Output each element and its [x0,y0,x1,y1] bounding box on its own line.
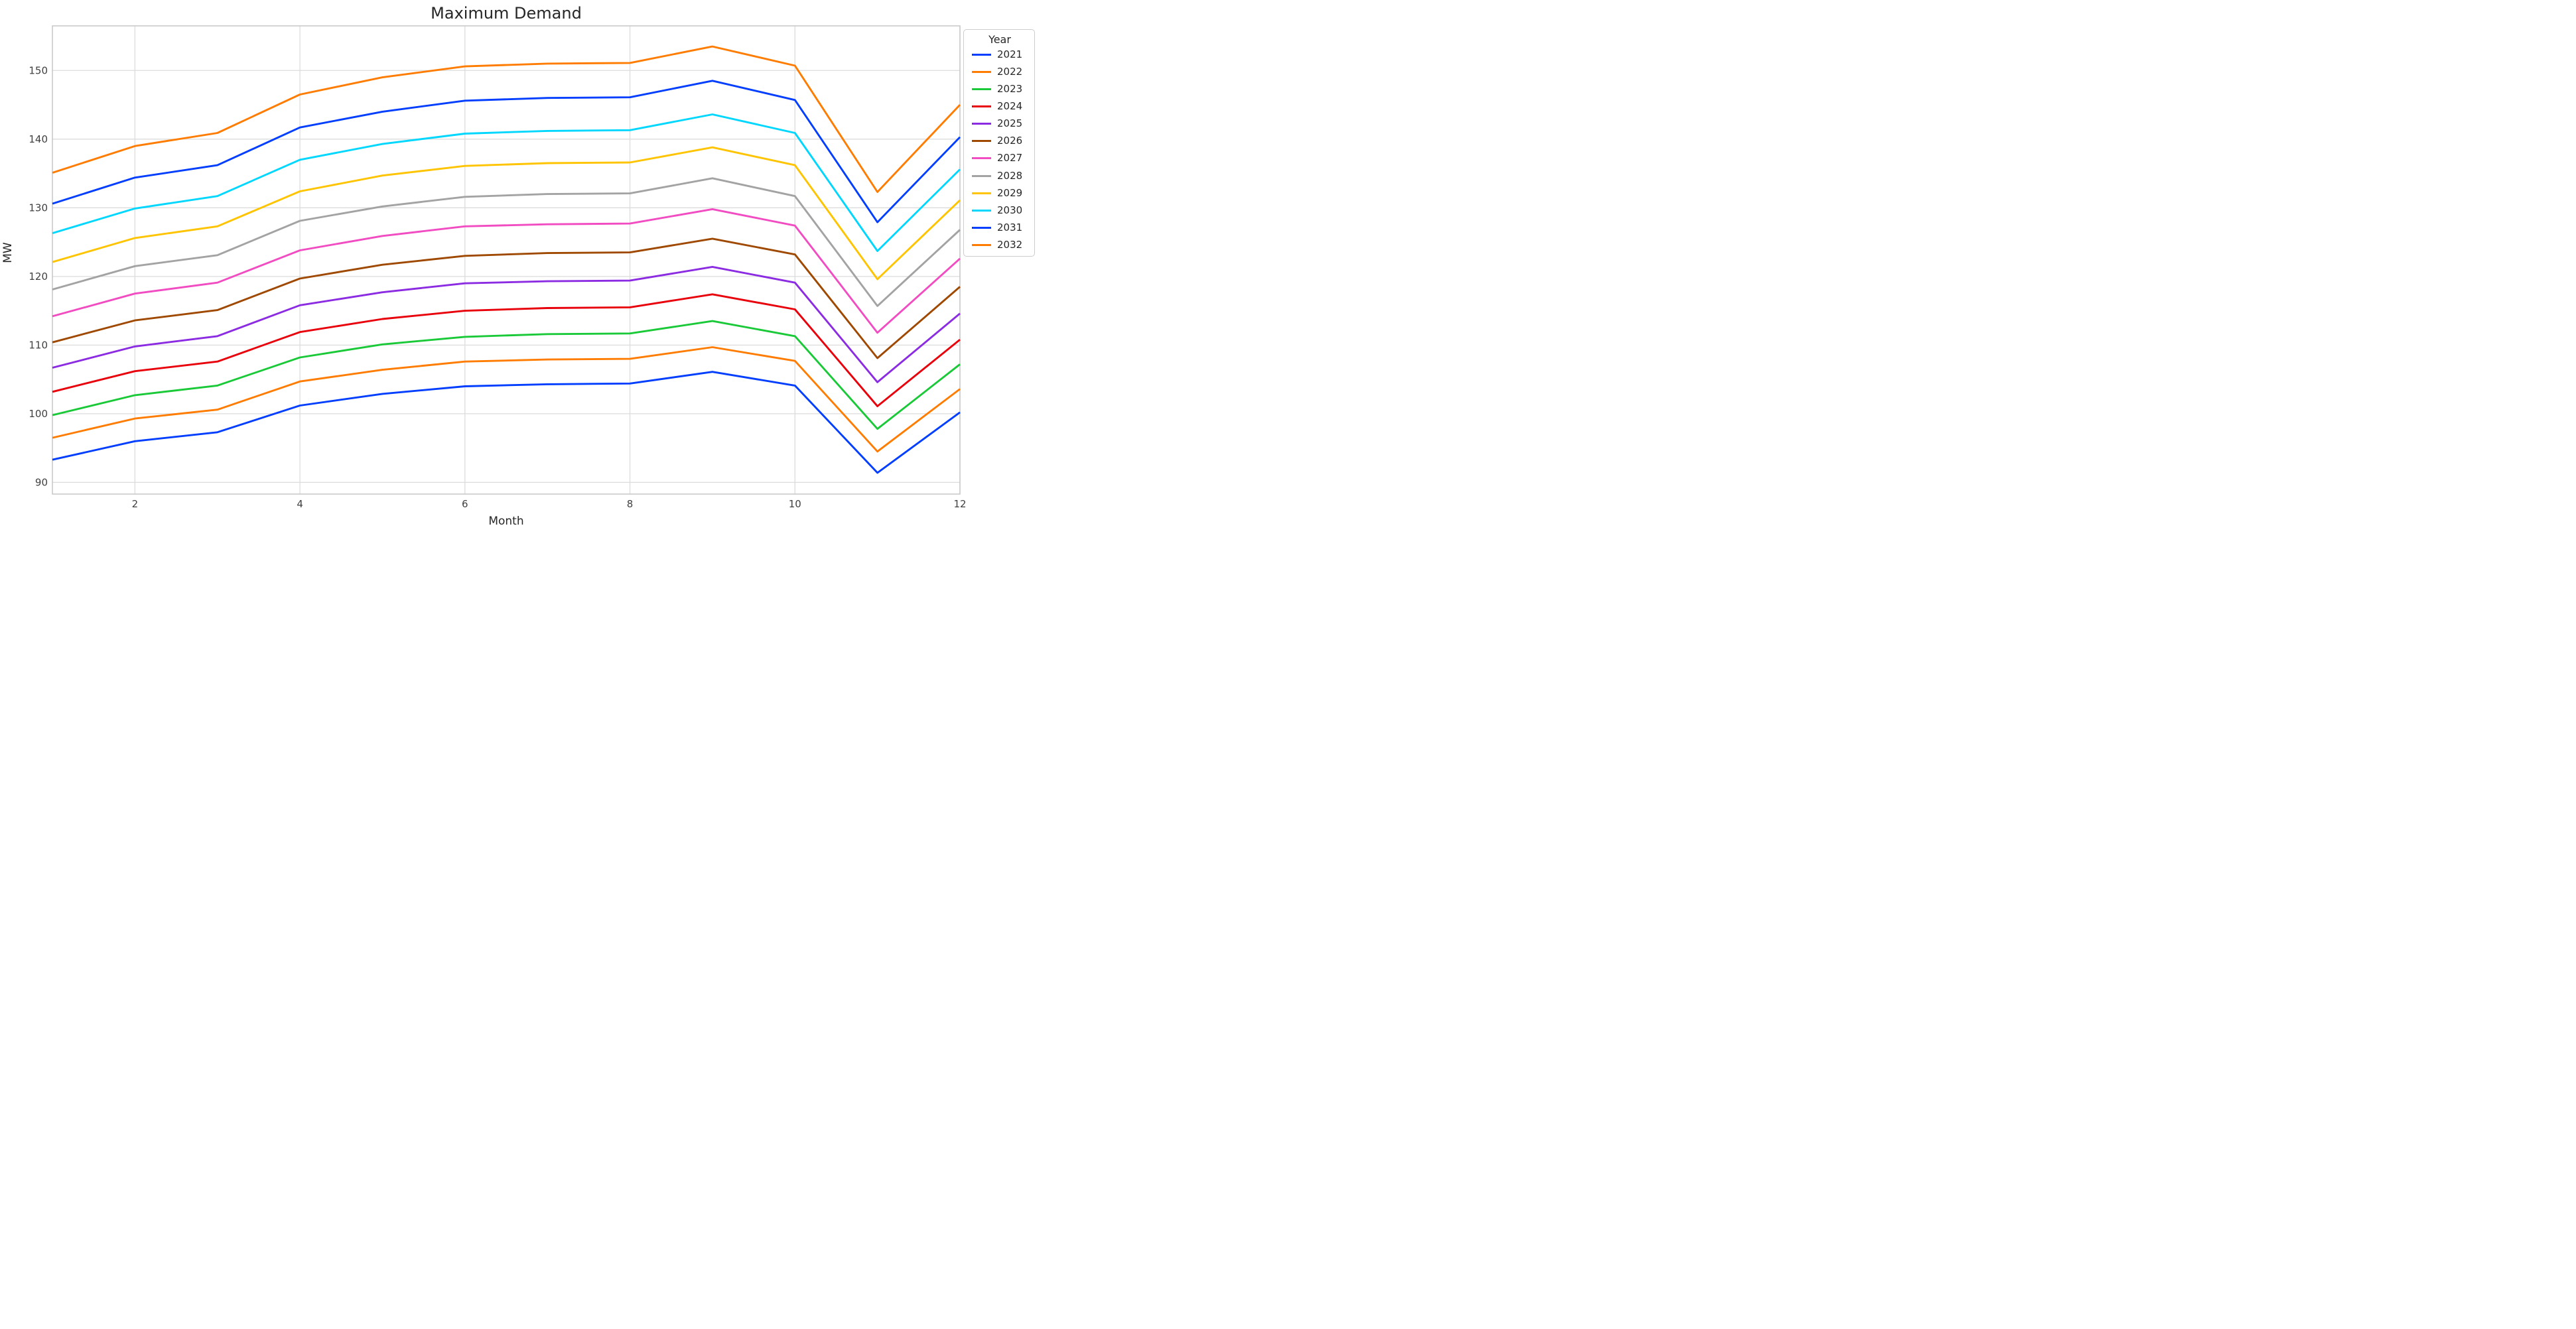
legend-swatch [972,105,991,108]
legend: Year 2021 2022 2023 2024 2025 2026 2027 2028 202… [963,29,1035,257]
y-tick-label: 140 [29,133,48,145]
x-tick-label: 8 [627,498,634,510]
chart-title: Maximum Demand [431,4,582,23]
legend-item-label: 2031 [997,221,1023,233]
x-axis-label: Month [488,515,524,528]
x-tick-label: 6 [462,498,468,510]
legend-item-label: 2025 [997,117,1023,130]
y-tick-label: 110 [29,340,48,351]
legend-item: 2021 [972,48,1028,62]
legend-item-label: 2024 [997,100,1023,113]
legend-item-label: 2030 [997,204,1023,216]
legend-swatch [972,71,991,74]
legend-swatch [972,226,991,229]
legend-item-label: 2026 [997,135,1023,147]
y-tick-label: 100 [29,408,48,420]
legend-item-label: 2021 [997,48,1023,60]
series-line-2023 [52,320,961,430]
legend-item: 2030 [972,204,1028,218]
legend-swatch [972,157,991,160]
legend-swatch [972,243,991,246]
series-line-2026 [52,237,961,359]
legend-item-label: 2023 [997,83,1023,95]
x-tick-label: 12 [953,498,966,510]
series-line-2025 [52,265,961,383]
legend-item: 2025 [972,117,1028,131]
series-line-2027 [52,208,961,334]
legend-item: 2023 [972,82,1028,96]
y-tick-label: 150 [29,65,48,77]
legend-item-label: 2029 [997,186,1023,199]
legend-item: 2027 [972,151,1028,165]
legend-item: 2026 [972,134,1028,148]
series-line-2029 [52,146,961,281]
legend-item: 2028 [972,169,1028,183]
legend-item: 2032 [972,238,1028,252]
series-line-2022 [52,346,961,453]
legend-swatch [972,140,991,143]
legend-swatch [972,123,991,125]
legend-items: 2021 2022 2023 2024 2025 2026 2027 2028 2029 2030… [972,48,1028,252]
legend-item: 2024 [972,99,1028,113]
y-tick-label: 130 [29,202,48,214]
legend-item-label: 2022 [997,66,1023,78]
legend-item: 2031 [972,221,1028,235]
legend-swatch [972,209,991,212]
line-chart: 2 4 6 8 10 12 90 100 110 120 130 140 150 [29,25,967,510]
series-line-2024 [52,293,961,407]
x-tick-label: 2 [132,498,139,510]
plot-border [52,25,961,495]
y-tick-label: 90 [35,477,48,489]
legend-swatch [972,88,991,91]
legend-item-label: 2028 [997,169,1023,182]
legend-item-label: 2027 [997,152,1023,164]
series-line-2032 [52,45,961,193]
legend-item: 2022 [972,65,1028,79]
legend-item: 2029 [972,186,1028,200]
y-tick-label: 120 [29,271,48,283]
series-line-2031 [52,80,961,223]
legend-title: Year [988,33,1011,46]
figure: 2 4 6 8 10 12 90 100 110 120 130 140 150 Maximum Dem… [0,0,1040,537]
y-axis-label: MW [1,242,15,263]
legend-swatch [972,192,991,194]
legend-swatch [972,54,991,56]
legend-item-label: 2032 [997,238,1023,251]
series-line-2030 [52,113,961,252]
x-tick-label: 10 [789,498,801,510]
series-line-2028 [52,177,961,307]
x-tick-label: 4 [297,498,303,510]
series-line-2021 [52,371,961,474]
legend-swatch [972,174,991,177]
